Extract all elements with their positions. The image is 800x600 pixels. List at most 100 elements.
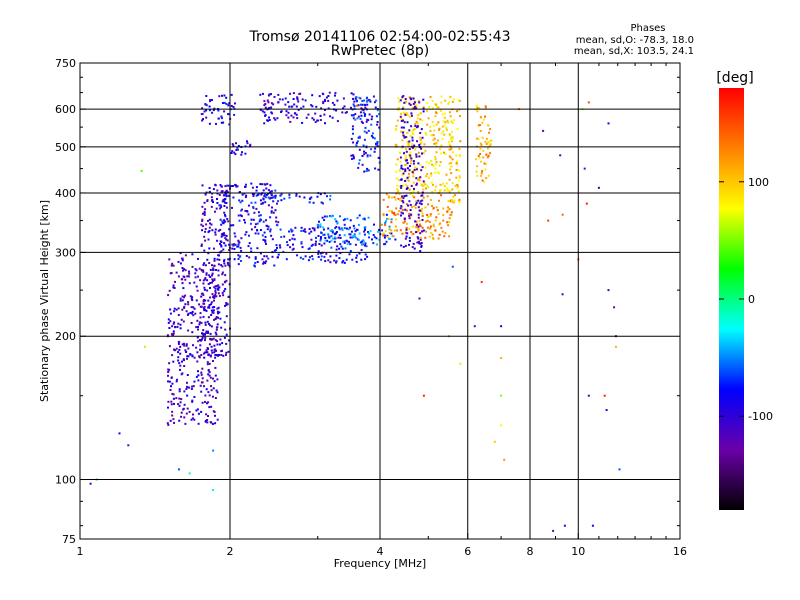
data-point: [393, 196, 396, 199]
data-point: [327, 95, 330, 97]
data-point: [217, 292, 220, 295]
data-point: [355, 99, 358, 102]
data-point: [401, 209, 404, 211]
data-point: [403, 170, 405, 173]
data-point: [405, 187, 408, 190]
data-point: [330, 215, 333, 218]
data-point: [225, 302, 228, 305]
data-point: [398, 179, 401, 182]
data-point: [201, 367, 204, 370]
data-point: [206, 320, 209, 323]
data-point: [451, 265, 454, 268]
data-point: [200, 410, 203, 413]
data-point: [420, 183, 423, 186]
data-point: [323, 242, 326, 245]
data-point: [197, 257, 199, 260]
data-point: [224, 198, 227, 200]
data-point: [447, 224, 450, 227]
data-point: [190, 418, 193, 421]
data-point: [203, 278, 206, 281]
data-point: [216, 239, 219, 242]
data-point: [302, 258, 305, 260]
data-point: [421, 215, 424, 217]
data-point: [261, 234, 264, 237]
data-point: [363, 130, 366, 133]
data-point: [186, 381, 188, 384]
data-point: [400, 205, 403, 208]
data-point: [273, 96, 276, 98]
data-point: [431, 191, 434, 193]
data-point: [174, 325, 177, 328]
data-point: [185, 344, 188, 347]
data-point: [221, 265, 224, 268]
data-point: [419, 132, 422, 134]
data-point: [193, 418, 196, 421]
data-point: [343, 223, 346, 226]
data-point: [458, 175, 461, 178]
data-point: [350, 106, 352, 109]
data-point: [283, 197, 286, 200]
data-point: [224, 288, 227, 290]
data-point: [214, 422, 217, 425]
data-point: [362, 218, 364, 220]
data-point: [450, 120, 453, 123]
data-point: [437, 106, 440, 109]
data-point: [254, 201, 257, 204]
data-point: [179, 262, 182, 265]
data-point: [277, 221, 280, 224]
data-point: [339, 215, 341, 218]
data-point: [398, 193, 401, 196]
data-point: [296, 96, 299, 99]
data-point: [400, 117, 403, 120]
data-point: [181, 360, 183, 363]
data-point: [172, 284, 175, 287]
data-point: [376, 109, 379, 112]
data-point: [455, 169, 458, 171]
data-point: [482, 149, 485, 152]
data-point: [384, 223, 387, 226]
data-point: [255, 186, 258, 189]
data-point: [127, 444, 130, 447]
data-point: [485, 177, 488, 180]
data-point: [408, 212, 411, 215]
data-point: [274, 195, 276, 198]
data-point: [167, 406, 169, 409]
data-point: [399, 160, 402, 163]
data-point: [284, 97, 287, 100]
data-point: [366, 255, 369, 258]
data-point: [358, 162, 360, 165]
data-point: [183, 390, 186, 393]
data-point: [172, 360, 175, 363]
data-point: [438, 199, 440, 202]
data-point: [373, 150, 376, 153]
data-point: [416, 230, 419, 233]
data-point: [215, 285, 218, 288]
data-point: [368, 236, 370, 239]
data-point: [403, 101, 406, 104]
data-point: [421, 184, 424, 187]
data-point: [197, 370, 199, 373]
data-point: [344, 218, 346, 221]
data-point: [479, 130, 482, 132]
data-point: [187, 303, 190, 306]
data-point: [211, 272, 214, 275]
data-point: [355, 142, 358, 144]
data-point: [346, 217, 349, 220]
data-point: [335, 260, 338, 263]
data-point: [338, 247, 341, 250]
data-point: [363, 244, 366, 247]
data-point: [235, 185, 238, 188]
data-point: [327, 227, 330, 230]
data-point: [232, 224, 235, 227]
data-point: [209, 376, 212, 379]
data-point: [438, 233, 441, 236]
data-point: [408, 115, 411, 118]
data-point: [202, 352, 205, 355]
data-point: [205, 104, 208, 107]
data-point: [364, 228, 366, 231]
data-point: [351, 236, 354, 239]
data-point: [443, 133, 446, 136]
data-point: [303, 196, 306, 199]
data-point: [182, 342, 185, 345]
data-point: [408, 140, 411, 143]
